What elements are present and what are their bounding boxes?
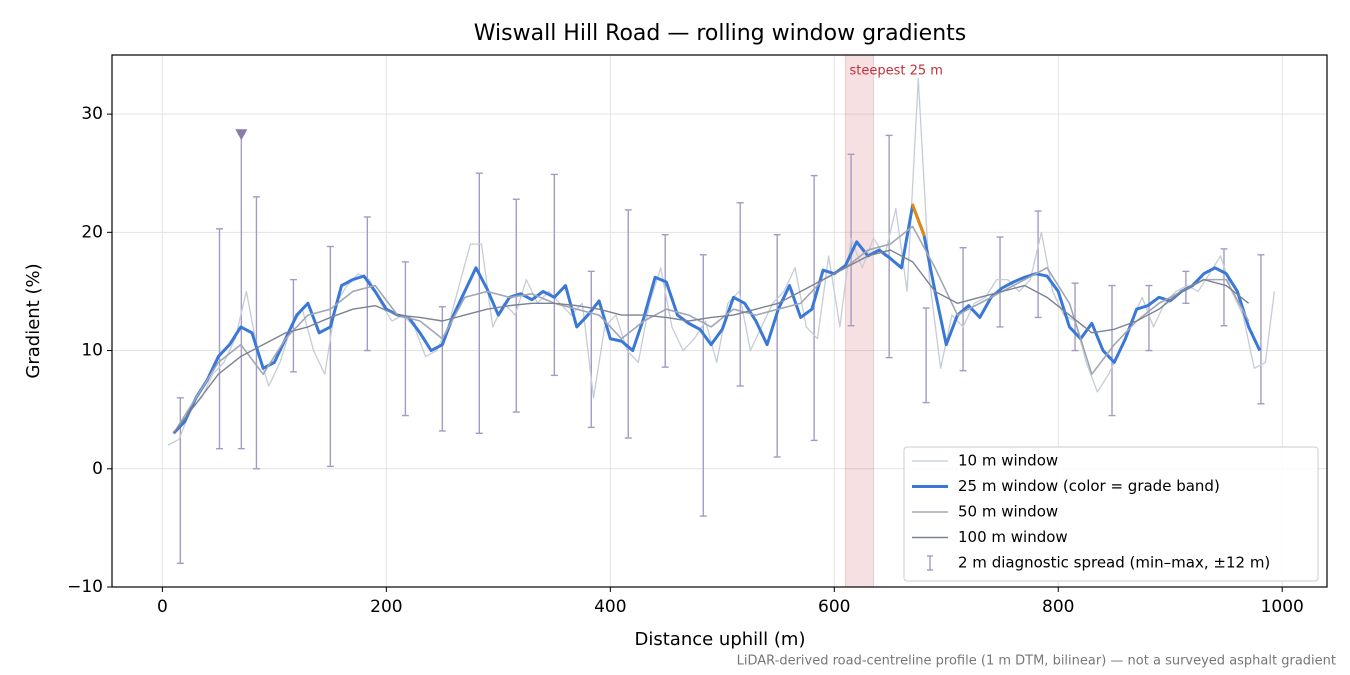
legend-label: 2 m diagnostic spread (min–max, ±12 m) — [958, 554, 1270, 572]
series-line — [172, 225, 1250, 434]
legend: 10 m window 25 m window (color = grade ba… — [903, 446, 1319, 582]
peak-marker — [235, 129, 248, 141]
plot-frame — [111, 54, 1328, 588]
chart-title: Wiswall Hill Road — rolling window gradi… — [474, 21, 966, 46]
y-axis-label: Gradient (%) — [23, 263, 44, 378]
x-tick-label: 600 — [818, 597, 850, 617]
x-axis-label: Distance uphill (m) — [635, 629, 806, 650]
x-tick-label: 1000 — [1261, 597, 1304, 617]
x-tick-label: 0 — [157, 597, 168, 617]
grade-band-segment — [911, 203, 926, 237]
legend-label: 10 m window — [958, 452, 1058, 470]
series-line — [173, 249, 1250, 434]
x-tick-label: 800 — [1042, 597, 1074, 617]
y-tick-label: 0 — [92, 459, 103, 479]
x-tick-label: 200 — [370, 597, 402, 617]
legend-label: 100 m window — [958, 528, 1068, 546]
series-line — [167, 77, 1276, 446]
series-line — [172, 203, 1262, 435]
y-tick-label: −10 — [67, 577, 103, 597]
legend-box — [903, 446, 1319, 582]
footnote: LiDAR-derived road-centreline profile (1… — [737, 654, 1336, 669]
highlight-label: steepest 25 m — [849, 64, 942, 79]
y-tick-label: 30 — [81, 104, 103, 124]
x-tick-label: 400 — [594, 597, 626, 617]
legend-label: 25 m window (color = grade band) — [958, 477, 1220, 495]
legend-label: 50 m window — [958, 503, 1058, 521]
highlight-span — [844, 54, 874, 588]
y-tick-label: 10 — [81, 341, 103, 361]
y-tick-label: 20 — [81, 222, 103, 242]
